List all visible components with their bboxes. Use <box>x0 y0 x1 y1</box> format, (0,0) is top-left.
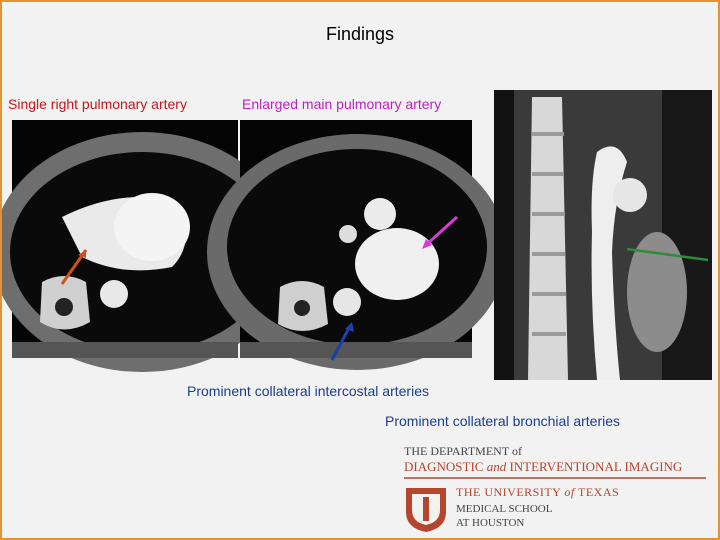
label: Enlarged main pulmonary artery <box>242 96 442 112</box>
slide-title: Findings <box>325 24 395 44</box>
logo-text: MEDICAL SCHOOL <box>456 503 553 515</box>
logo-text: INTERVENTIONAL IMAGING <box>509 459 683 474</box>
logo-text: THE UNIVERSITY of TEXAS <box>456 485 619 500</box>
ct-sagittal <box>494 90 712 380</box>
logo-text: and <box>486 459 507 474</box>
label: Single right pulmonary artery <box>8 96 187 112</box>
logo-text: DIAGNOSTIC and INTERVENTIONAL IMAGING <box>404 459 682 475</box>
logo-text: THE UNIVERSITY <box>456 485 561 499</box>
logo-text: THE DEPARTMENT of <box>404 444 522 458</box>
label: Prominent collateral intercostal arterie… <box>187 383 429 399</box>
ct-axial-2 <box>207 120 507 370</box>
label: Prominent collateral bronchial arteries <box>385 413 620 429</box>
logo-shield <box>404 477 706 532</box>
logo-text: AT HOUSTON <box>456 517 525 529</box>
logo-text: of <box>564 485 575 499</box>
logo-text: TEXAS <box>578 485 620 499</box>
ct-axial-1 <box>2 120 292 372</box>
logo-text: DIAGNOSTIC <box>404 459 484 474</box>
